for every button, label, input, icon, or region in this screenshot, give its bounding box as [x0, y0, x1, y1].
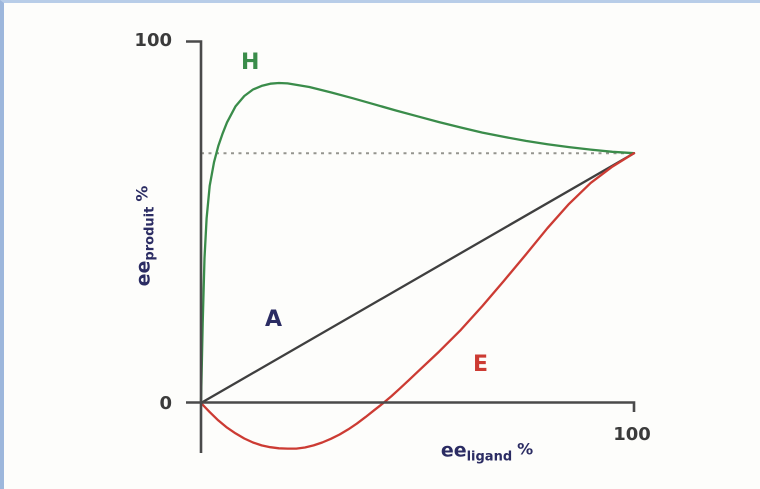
x-axis-tick-100: 100	[613, 424, 651, 445]
curve-label-H: H	[241, 50, 260, 75]
y-axis-tick-100: 100	[134, 30, 172, 51]
curve-E	[199, 152, 636, 450]
x-axis-title-subscript: ligand	[466, 449, 513, 465]
y-axis-title: eeproduit%	[133, 186, 158, 287]
curve-label-A: A	[265, 307, 283, 332]
curve-label-E: E	[473, 352, 489, 377]
x-axis-title-base: ee	[440, 439, 467, 462]
curve-H	[199, 81, 636, 405]
curve-layer	[199, 81, 636, 450]
curve-A	[199, 152, 636, 405]
x-axis	[186, 401, 636, 412]
y-axis-title-unit: %	[132, 185, 152, 202]
nonlinear-effect-plot	[186, 40, 636, 453]
y-axis-tick-0: 0	[159, 393, 172, 414]
x-axis-title: eeligand%	[441, 440, 533, 465]
y-axis-title-base: ee	[132, 260, 155, 287]
y-axis-title-subscript: produit	[142, 206, 158, 261]
x-axis-title-unit: %	[517, 439, 534, 459]
y-axis	[186, 40, 203, 453]
